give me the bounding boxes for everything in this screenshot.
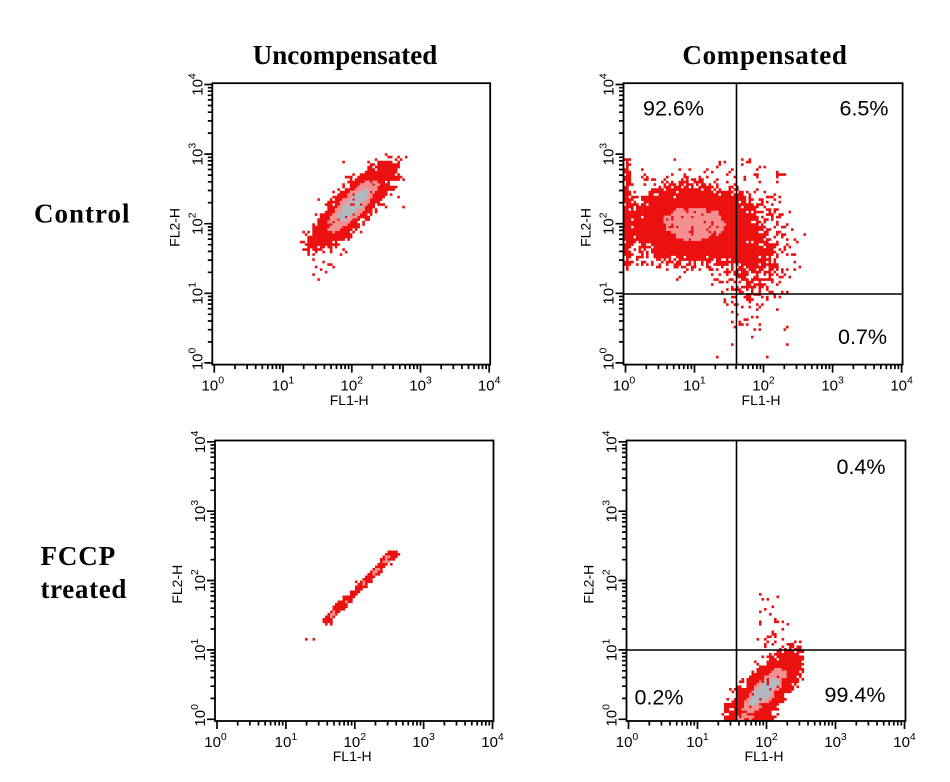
svg-text:Control: Control	[34, 199, 131, 229]
svg-text:FL1-H: FL1-H	[742, 392, 781, 408]
svg-text:FCCP: FCCP	[41, 541, 117, 571]
svg-text:FL2-H: FL2-H	[578, 208, 594, 247]
svg-text:FL1-H: FL1-H	[745, 748, 784, 764]
svg-text:Compensated: Compensated	[682, 40, 847, 70]
svg-text:treated: treated	[41, 574, 128, 604]
svg-text:0.2%: 0.2%	[634, 686, 683, 710]
svg-text:0.7%: 0.7%	[838, 325, 887, 349]
svg-text:FL1-H: FL1-H	[330, 392, 369, 408]
svg-text:FL1-H: FL1-H	[333, 748, 372, 764]
svg-text:6.5%: 6.5%	[839, 97, 888, 121]
svg-text:92.6%: 92.6%	[643, 97, 704, 121]
svg-text:Uncompensated: Uncompensated	[253, 40, 438, 70]
svg-text:FL2-H: FL2-H	[167, 208, 183, 247]
svg-text:99.4%: 99.4%	[825, 683, 886, 707]
svg-text:FL2-H: FL2-H	[581, 565, 597, 604]
svg-text:FL2-H: FL2-H	[169, 565, 185, 604]
svg-text:0.4%: 0.4%	[836, 455, 885, 479]
